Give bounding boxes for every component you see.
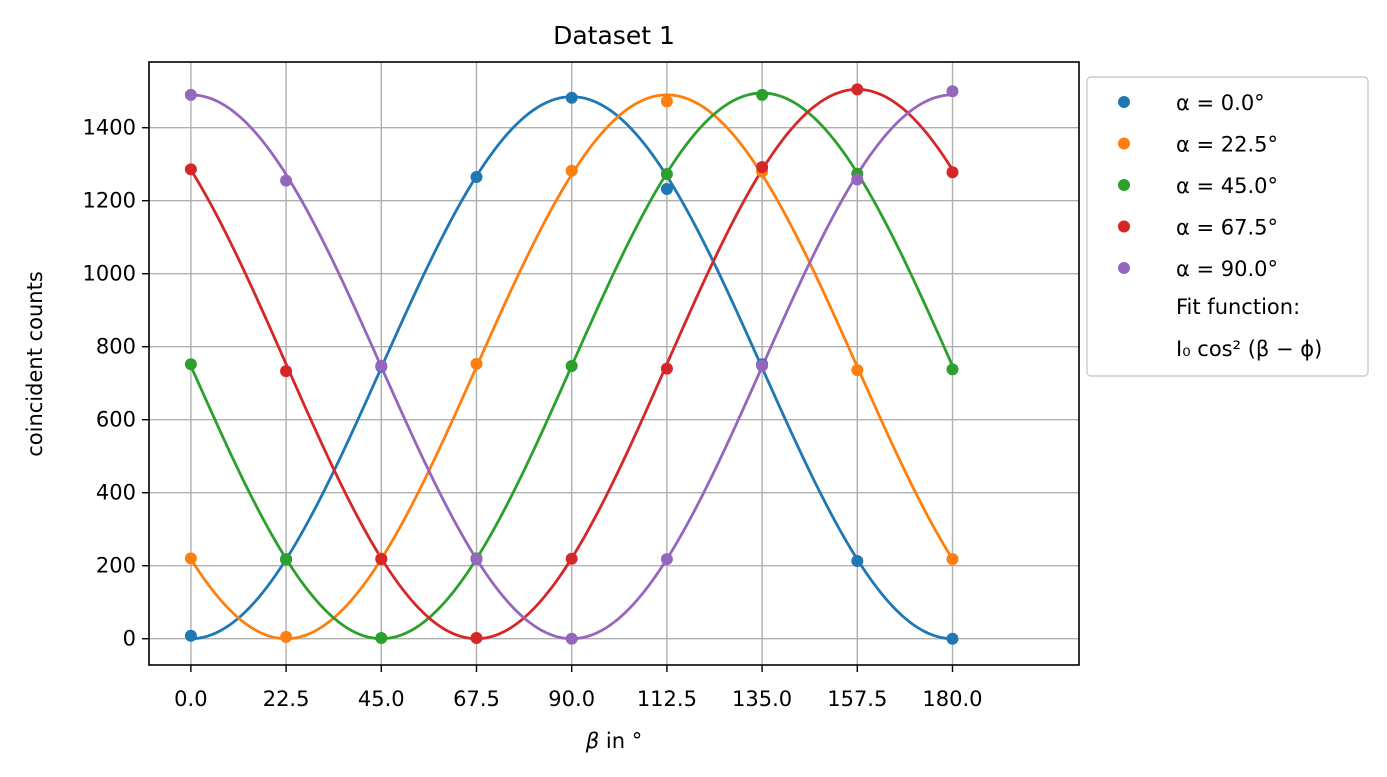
data-point-series-4 <box>184 163 197 176</box>
legend-marker-series-1 <box>1118 96 1130 108</box>
legend-fit-title: Fit function: <box>1176 295 1300 319</box>
data-point-series-1 <box>660 183 673 196</box>
legend-label-series-5: α = 90.0° <box>1176 257 1278 281</box>
legend-label-series-1: α = 0.0° <box>1176 91 1265 115</box>
y-tick-label: 0 <box>123 627 136 651</box>
chart-title: Dataset 1 <box>553 21 675 50</box>
x-tick-label: 22.5 <box>263 687 310 711</box>
data-point-series-5 <box>756 359 769 372</box>
legend-marker-series-3 <box>1118 179 1130 191</box>
plot-frame <box>148 61 1080 666</box>
data-point-series-5 <box>184 88 197 101</box>
data-point-series-1 <box>946 632 959 645</box>
legend-fit-formula: I₀ cos² (β − ϕ) <box>1176 337 1322 361</box>
y-tick-label: 1000 <box>83 262 136 286</box>
x-tick-label: 135.0 <box>732 687 792 711</box>
data-point-series-2 <box>280 630 293 643</box>
data-points <box>184 83 959 645</box>
data-point-series-3 <box>565 360 578 373</box>
legend-label-series-2: α = 22.5° <box>1176 133 1278 157</box>
data-point-series-1 <box>851 554 864 567</box>
data-point-series-1 <box>565 91 578 104</box>
x-tick-label: 112.5 <box>637 687 697 711</box>
data-point-series-3 <box>756 88 769 101</box>
data-point-series-3 <box>375 631 388 644</box>
x-tick-label: 157.5 <box>827 687 887 711</box>
data-point-series-2 <box>946 553 959 566</box>
legend-entries: α = 0.0° α = 22.5° α = 45.0° α = 67.5° α = 9… <box>1118 91 1278 281</box>
data-point-series-2 <box>470 357 483 370</box>
legend-marker-series-2 <box>1118 137 1130 150</box>
x-tick-label: 0.0 <box>174 687 207 711</box>
data-point-series-1 <box>470 170 483 183</box>
y-tick-label: 800 <box>96 335 136 359</box>
x-tick-label: 180.0 <box>922 687 982 711</box>
data-point-series-4 <box>946 166 959 179</box>
data-point-series-5 <box>660 553 673 566</box>
legend-label-series-3: α = 45.0° <box>1176 174 1278 198</box>
data-point-series-2 <box>851 364 864 377</box>
legend-marker-series-5 <box>1118 262 1130 274</box>
legend: α = 0.0° α = 22.5° α = 45.0° α = 67.5° α = 9… <box>1086 76 1369 377</box>
data-point-series-3 <box>280 553 293 566</box>
data-point-series-4 <box>756 161 769 174</box>
data-point-series-5 <box>565 632 578 645</box>
data-point-series-5 <box>851 173 864 186</box>
x-tick-label: 67.5 <box>453 687 500 711</box>
data-point-series-1 <box>184 629 197 642</box>
data-point-series-5 <box>280 174 293 187</box>
data-point-series-5 <box>375 359 388 372</box>
legend-box <box>1086 76 1369 377</box>
y-tick-label: 1200 <box>83 189 136 213</box>
legend-label-series-4: α = 67.5° <box>1176 216 1278 240</box>
y-tick-label: 400 <box>96 481 136 505</box>
data-point-series-3 <box>660 168 673 181</box>
data-point-series-4 <box>470 631 483 644</box>
data-point-series-3 <box>946 363 959 376</box>
data-point-series-4 <box>660 362 673 375</box>
data-point-series-4 <box>565 552 578 565</box>
data-point-series-5 <box>470 553 483 566</box>
y-axis-ticks: 0 200 400 600 800 1000 1200 1400 <box>83 116 149 651</box>
data-point-series-5 <box>946 85 959 98</box>
y-axis-label: coincident counts <box>23 271 47 457</box>
x-tick-label: 90.0 <box>548 687 595 711</box>
y-tick-label: 200 <box>96 554 136 578</box>
data-point-series-2 <box>184 552 197 565</box>
y-tick-label: 600 <box>96 408 136 432</box>
x-axis-ticks: 0.0 22.5 45.0 67.5 90.0 112.5 135.0 157.5 180.0 <box>174 665 983 711</box>
data-point-series-3 <box>184 358 197 371</box>
x-axis-label: β in ° <box>585 729 642 753</box>
data-point-series-4 <box>375 553 388 566</box>
y-tick-label: 1400 <box>83 116 136 140</box>
x-tick-label: 45.0 <box>358 687 405 711</box>
data-point-series-2 <box>660 95 673 108</box>
data-point-series-2 <box>565 164 578 177</box>
data-point-series-4 <box>280 365 293 378</box>
data-point-series-4 <box>851 83 864 96</box>
legend-marker-series-4 <box>1118 220 1130 233</box>
